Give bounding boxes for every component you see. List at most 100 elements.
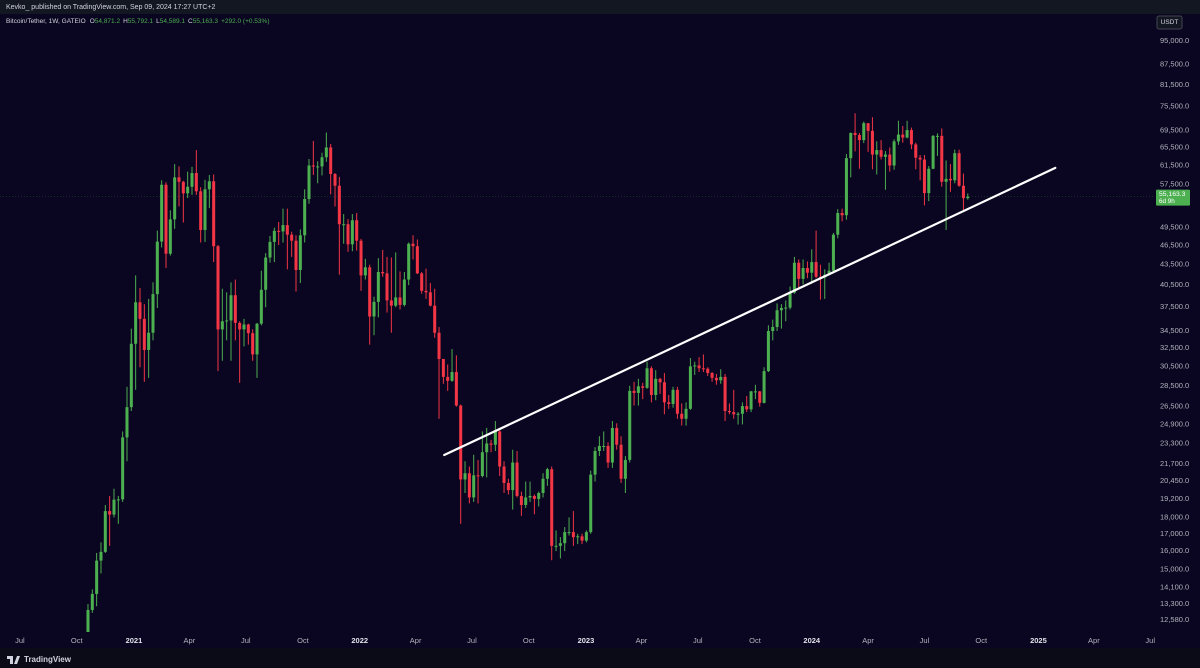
candle-body (489, 443, 493, 445)
candle-body (862, 123, 866, 141)
x-tick-label: Jul (467, 636, 477, 645)
candle-body (654, 378, 658, 395)
candle-body (771, 326, 775, 332)
candle-body (632, 390, 636, 393)
currency-button[interactable]: USDT (1156, 15, 1183, 30)
candle-body (766, 331, 770, 372)
last-price-countdown: 6d 9h (1159, 198, 1175, 205)
candle-body (268, 241, 272, 258)
candle-body (346, 224, 350, 245)
candle-body (246, 324, 250, 334)
candle-body (675, 389, 679, 414)
candle-body (524, 497, 528, 505)
candle-body (337, 185, 341, 225)
candle-body (814, 262, 818, 277)
candle-body (883, 154, 887, 157)
candle-body (927, 168, 931, 194)
candle-body (961, 185, 965, 199)
candle-body (368, 267, 372, 317)
candle-body (571, 532, 575, 538)
candle-body (186, 186, 190, 194)
candle-body (90, 593, 94, 610)
candle-body (753, 391, 757, 393)
candle-body (372, 301, 376, 317)
candle-body (298, 235, 302, 270)
candle-body (541, 478, 545, 494)
candle-body (567, 532, 571, 534)
candle-body (498, 431, 502, 467)
candle-body (918, 157, 922, 160)
y-tick-label: 17,000.0 (1160, 529, 1189, 538)
candle-body (307, 165, 311, 200)
y-tick-label: 34,500.0 (1160, 326, 1189, 335)
y-tick-label: 65,500.0 (1160, 142, 1189, 151)
candle-body (714, 377, 718, 381)
candle-body (220, 321, 224, 330)
candle-body (485, 443, 489, 453)
legend-symbol: Bitcoin/Tether, 1W, GATEIO (6, 18, 86, 25)
candle-body (155, 241, 159, 295)
candle-body (866, 123, 870, 131)
candle-body (554, 545, 558, 547)
x-tick-label: Jul (241, 636, 251, 645)
y-tick-label: 14,100.0 (1160, 582, 1189, 591)
brand-logo: TradingView (7, 655, 72, 664)
y-tick-label: 26,500.0 (1160, 402, 1189, 411)
candle-body (112, 499, 116, 515)
candle-body (736, 413, 740, 415)
candle-body (333, 174, 337, 186)
candle-body (957, 153, 961, 186)
candle-body (944, 178, 948, 182)
x-tick-label: Apr (636, 636, 648, 645)
candle-body (324, 147, 328, 158)
candle-body (810, 262, 814, 273)
candle-body (610, 427, 614, 463)
x-tick-label: Jul (693, 636, 703, 645)
brand-text: TradingView (24, 655, 72, 664)
legend-key: H (123, 18, 128, 25)
candle-body (207, 181, 211, 190)
candle-body (433, 305, 437, 333)
candle-body (108, 511, 112, 515)
candle-body (528, 495, 532, 498)
candle-body (580, 536, 584, 541)
candle-body (593, 450, 597, 475)
legend-key: L (156, 18, 160, 25)
candle-body (160, 184, 164, 242)
candle-body (437, 332, 441, 359)
candle-body (914, 144, 918, 158)
candle-body (723, 376, 727, 411)
y-tick-label: 43,500.0 (1160, 260, 1189, 269)
candle-body (905, 130, 909, 138)
candle-body (199, 191, 203, 230)
candle-body (238, 322, 242, 330)
header-bar (0, 0, 1200, 14)
plot-area (0, 113, 1155, 632)
candle-body (251, 333, 255, 355)
currency-button-label[interactable]: USDT (1161, 19, 1179, 26)
candle-body (879, 150, 883, 157)
y-tick-label: 13,300.0 (1160, 599, 1189, 608)
candle-body (411, 243, 415, 247)
y-tick-label: 21,700.0 (1160, 459, 1189, 468)
candle-body (472, 475, 476, 498)
candle-body (836, 213, 840, 235)
x-tick-label: Jul (15, 636, 25, 645)
candle-body (342, 224, 346, 226)
candle-body (311, 165, 315, 167)
legend-value: 54,589.1 (160, 18, 186, 25)
candle-body (264, 257, 268, 290)
currency-button-frame[interactable] (1156, 15, 1183, 30)
candle-body (584, 532, 588, 541)
candle-body (831, 234, 835, 271)
y-tick-label: 81,500.0 (1160, 80, 1189, 89)
legend-value: 54,871.2 (95, 18, 121, 25)
x-tick-label: Apr (862, 636, 874, 645)
candle-body (727, 410, 731, 413)
candle-body (922, 159, 926, 194)
candle-body (363, 267, 367, 276)
x-tick-label: 2025 (1030, 636, 1047, 645)
candle-body (389, 300, 393, 306)
legend-change: +292.0 (+0.53%) (221, 18, 269, 25)
candle-body (849, 132, 853, 159)
